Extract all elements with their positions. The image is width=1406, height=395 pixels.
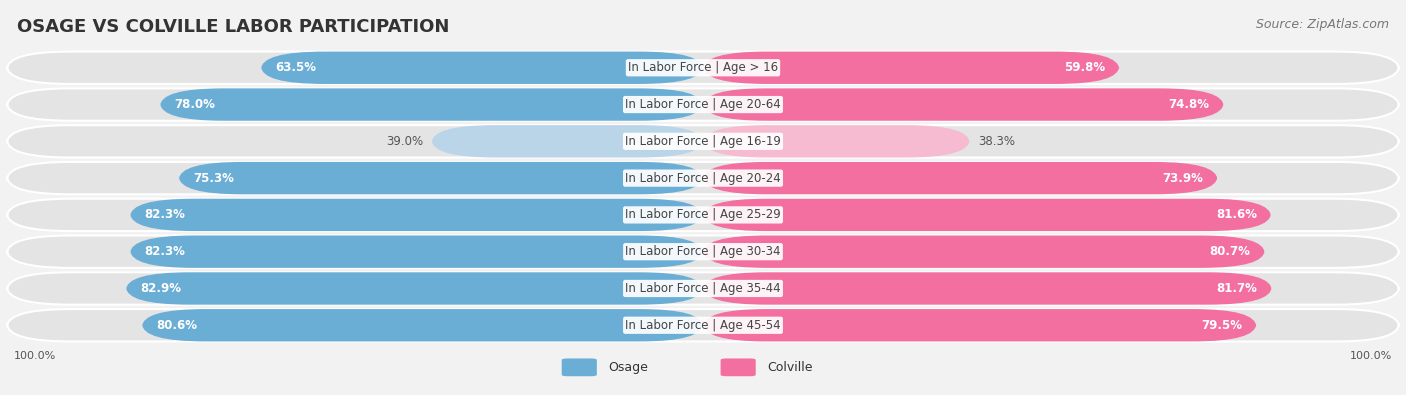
Text: 63.5%: 63.5% bbox=[276, 61, 316, 74]
FancyBboxPatch shape bbox=[703, 88, 1223, 121]
Text: OSAGE VS COLVILLE LABOR PARTICIPATION: OSAGE VS COLVILLE LABOR PARTICIPATION bbox=[17, 18, 450, 36]
FancyBboxPatch shape bbox=[703, 162, 1218, 194]
Text: 82.3%: 82.3% bbox=[145, 209, 186, 222]
Text: 79.5%: 79.5% bbox=[1201, 319, 1243, 332]
Text: 82.3%: 82.3% bbox=[145, 245, 186, 258]
FancyBboxPatch shape bbox=[7, 52, 1399, 84]
FancyBboxPatch shape bbox=[703, 199, 1271, 231]
FancyBboxPatch shape bbox=[179, 162, 703, 194]
FancyBboxPatch shape bbox=[562, 359, 596, 376]
Text: 38.3%: 38.3% bbox=[979, 135, 1015, 148]
FancyBboxPatch shape bbox=[7, 88, 1399, 121]
FancyBboxPatch shape bbox=[703, 272, 1271, 305]
Text: 82.9%: 82.9% bbox=[141, 282, 181, 295]
FancyBboxPatch shape bbox=[131, 235, 703, 268]
FancyBboxPatch shape bbox=[7, 272, 1399, 305]
FancyBboxPatch shape bbox=[127, 272, 703, 305]
Text: 73.9%: 73.9% bbox=[1163, 171, 1204, 184]
Text: 75.3%: 75.3% bbox=[193, 171, 233, 184]
FancyBboxPatch shape bbox=[7, 125, 1399, 158]
FancyBboxPatch shape bbox=[262, 52, 703, 84]
FancyBboxPatch shape bbox=[7, 235, 1399, 268]
Text: In Labor Force | Age 30-34: In Labor Force | Age 30-34 bbox=[626, 245, 780, 258]
FancyBboxPatch shape bbox=[7, 162, 1399, 194]
Text: 100.0%: 100.0% bbox=[14, 351, 56, 361]
FancyBboxPatch shape bbox=[703, 52, 1119, 84]
FancyBboxPatch shape bbox=[703, 309, 1257, 341]
Text: In Labor Force | Age > 16: In Labor Force | Age > 16 bbox=[628, 61, 778, 74]
Text: In Labor Force | Age 35-44: In Labor Force | Age 35-44 bbox=[626, 282, 780, 295]
FancyBboxPatch shape bbox=[131, 199, 703, 231]
Text: 81.6%: 81.6% bbox=[1216, 209, 1257, 222]
Text: In Labor Force | Age 20-24: In Labor Force | Age 20-24 bbox=[626, 171, 780, 184]
FancyBboxPatch shape bbox=[703, 235, 1264, 268]
Text: 80.6%: 80.6% bbox=[156, 319, 197, 332]
Text: 78.0%: 78.0% bbox=[174, 98, 215, 111]
FancyBboxPatch shape bbox=[7, 199, 1399, 231]
Text: In Labor Force | Age 25-29: In Labor Force | Age 25-29 bbox=[626, 209, 780, 222]
FancyBboxPatch shape bbox=[7, 309, 1399, 341]
Text: 100.0%: 100.0% bbox=[1350, 351, 1392, 361]
Text: In Labor Force | Age 20-64: In Labor Force | Age 20-64 bbox=[626, 98, 780, 111]
Text: 80.7%: 80.7% bbox=[1209, 245, 1250, 258]
Text: 39.0%: 39.0% bbox=[387, 135, 423, 148]
FancyBboxPatch shape bbox=[160, 88, 703, 121]
Text: 81.7%: 81.7% bbox=[1216, 282, 1257, 295]
FancyBboxPatch shape bbox=[703, 125, 970, 158]
Text: Colville: Colville bbox=[768, 361, 813, 374]
Text: Osage: Osage bbox=[609, 361, 648, 374]
Text: Source: ZipAtlas.com: Source: ZipAtlas.com bbox=[1256, 18, 1389, 31]
Text: 74.8%: 74.8% bbox=[1168, 98, 1209, 111]
Text: 59.8%: 59.8% bbox=[1064, 61, 1105, 74]
FancyBboxPatch shape bbox=[432, 125, 703, 158]
FancyBboxPatch shape bbox=[142, 309, 703, 341]
FancyBboxPatch shape bbox=[720, 359, 756, 376]
Text: In Labor Force | Age 45-54: In Labor Force | Age 45-54 bbox=[626, 319, 780, 332]
Text: In Labor Force | Age 16-19: In Labor Force | Age 16-19 bbox=[626, 135, 780, 148]
